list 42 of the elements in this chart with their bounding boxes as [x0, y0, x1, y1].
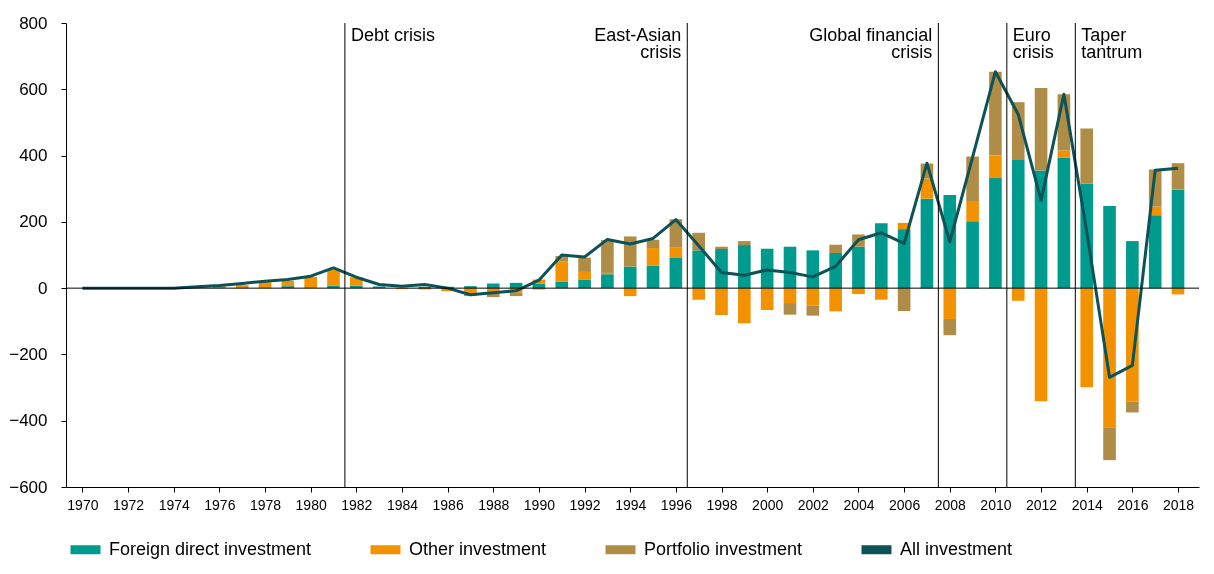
x-tick-label: 2016: [1117, 496, 1149, 513]
x-tick-label: 1986: [432, 496, 464, 513]
y-tick-label: −400: [9, 411, 48, 431]
ref-line-label: Euro crisis: [1012, 25, 1054, 62]
x-tick-label: 2004: [843, 496, 875, 513]
x-tick-label: 1998: [706, 496, 738, 513]
ref-line-label: Debt crisis: [350, 25, 435, 45]
y-tick-label: 400: [19, 146, 48, 166]
y-tick-label: −200: [9, 344, 48, 364]
x-tick-label: 2012: [1025, 496, 1058, 513]
y-tick-label: 0: [38, 278, 48, 298]
x-tick-label: 1970: [67, 496, 99, 513]
legend-label: Foreign direct investment: [109, 538, 312, 559]
y-tick-label: 600: [19, 79, 48, 99]
x-tick-label: 1978: [249, 496, 282, 513]
x-tick-label: 1996: [660, 496, 693, 513]
legend-label: All investment: [900, 538, 1013, 559]
x-tick-label: 2006: [889, 496, 921, 513]
x-tick-label: 1992: [569, 496, 601, 513]
x-tick-label: 1974: [158, 496, 190, 513]
ref-line-label: Global financial crisis: [809, 25, 933, 62]
y-tick-label: 800: [19, 13, 48, 33]
x-tick-label: 1976: [204, 496, 236, 513]
legend-label: Other investment: [409, 538, 547, 559]
x-tick-label: 1994: [615, 496, 647, 513]
legend-label: Portfolio investment: [644, 538, 803, 559]
x-tick-label: 1972: [112, 496, 145, 513]
x-tick-label: 2018: [1162, 496, 1195, 513]
x-tick-label: 1980: [295, 496, 327, 513]
ref-line-label: Taper tantrum: [1081, 25, 1143, 62]
y-tick-label: −600: [9, 477, 48, 497]
x-tick-label: 2014: [1071, 496, 1103, 513]
x-tick-label: 1984: [386, 496, 419, 513]
x-tick-label: 1988: [478, 496, 510, 513]
x-tick-label: 2000: [752, 496, 784, 513]
x-tick-label: 2010: [980, 496, 1012, 513]
x-tick-label: 1982: [341, 496, 373, 513]
x-tick-label: 2008: [934, 496, 967, 513]
y-tick-label: 200: [19, 212, 48, 232]
ref-line-label: East-Asian crisis: [594, 25, 682, 62]
x-tick-label: 1990: [523, 496, 556, 513]
x-tick-label: 2002: [797, 496, 830, 513]
